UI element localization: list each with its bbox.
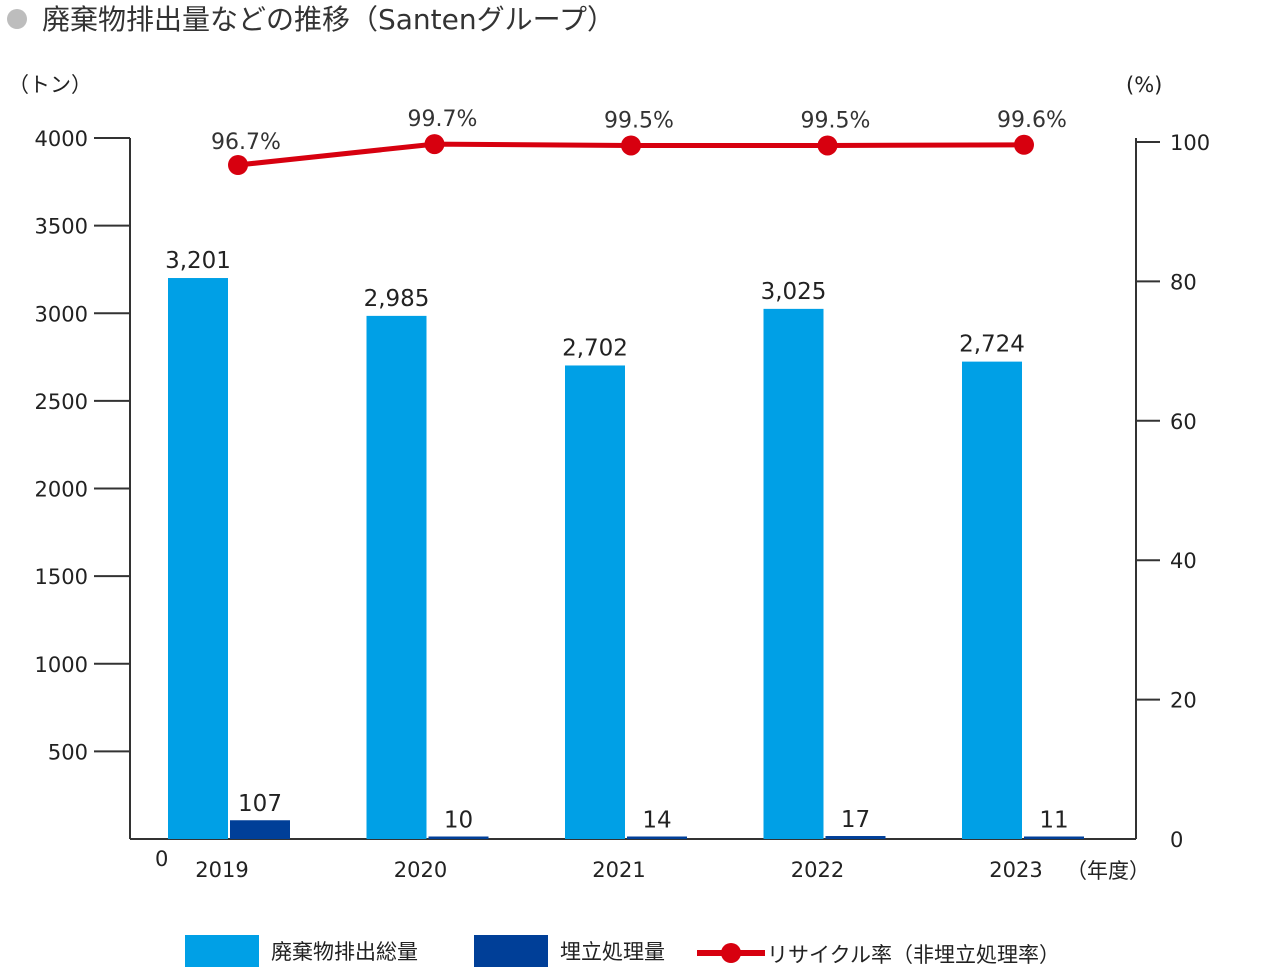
bars: 3,201 107 2019 2,985 10 2020 2,702 14 2021 3,025 1… bbox=[165, 248, 1084, 882]
right-tick-label: 20 bbox=[1170, 689, 1197, 713]
title-bullet bbox=[7, 9, 27, 29]
right-tick-label: 40 bbox=[1170, 549, 1197, 573]
left-axis-unit: （トン） bbox=[8, 73, 92, 97]
total-waste-bar bbox=[366, 315, 427, 839]
total-waste-bar bbox=[168, 278, 228, 839]
recycling-rate-label: 99.7% bbox=[408, 107, 478, 132]
recycling-rate-point bbox=[1014, 134, 1034, 155]
left-tick-label: 2500 bbox=[35, 390, 88, 414]
legend: 廃棄物排出総量 埋立処理量 リサイクル率（非埋立処理率） bbox=[185, 935, 1060, 967]
landfill-bar bbox=[428, 836, 489, 839]
chart-title-group: 廃棄物排出量などの推移（Santenグループ） bbox=[7, 3, 615, 36]
right-tick-label: 80 bbox=[1170, 270, 1197, 294]
legend-label: リサイクル率（非埋立処理率） bbox=[767, 943, 1060, 967]
left-tick-label: 4000 bbox=[35, 127, 88, 151]
x-category-label: 2023 bbox=[989, 858, 1042, 882]
landfill-value-label: 17 bbox=[841, 807, 870, 833]
legend-landfill-swatch bbox=[474, 935, 548, 967]
landfill-bar bbox=[825, 836, 886, 839]
left-tick-label: 3000 bbox=[35, 302, 88, 326]
landfill-value-label: 11 bbox=[1039, 808, 1068, 834]
total-waste-value-label: 2,724 bbox=[959, 332, 1025, 358]
zero-label: 0 bbox=[155, 847, 168, 871]
landfill-value-label: 10 bbox=[444, 808, 473, 834]
axes: 500 1000 1500 2000 2500 3000 3500 4000 0 20 40 60 80… bbox=[35, 127, 1211, 852]
recycling-rate-line: 96.7% 99.7% 99.5% 99.5% 99.6% bbox=[211, 107, 1067, 176]
total-waste-bar bbox=[962, 361, 1022, 839]
x-category-label: 2020 bbox=[394, 858, 447, 882]
x-category-label: 2022 bbox=[791, 858, 844, 882]
landfill-value-label: 107 bbox=[238, 791, 282, 817]
recycling-rate-label: 96.7% bbox=[211, 130, 281, 155]
total-waste-bar bbox=[565, 365, 625, 839]
legend-label: 埋立処理量 bbox=[560, 940, 665, 964]
recycling-rate-point bbox=[817, 135, 838, 156]
recycling-rate-label: 99.5% bbox=[604, 108, 674, 133]
left-tick-label: 2000 bbox=[35, 478, 88, 502]
landfill-value-label: 14 bbox=[642, 808, 671, 834]
right-tick-label: 60 bbox=[1170, 410, 1197, 434]
landfill-bar bbox=[627, 836, 687, 839]
chart-title: 廃棄物排出量などの推移（Santenグループ） bbox=[42, 3, 615, 36]
left-tick-label: 500 bbox=[48, 740, 88, 764]
total-waste-bar bbox=[763, 308, 824, 839]
legend-total-swatch bbox=[185, 935, 259, 967]
legend-rate-marker bbox=[721, 943, 741, 963]
landfill-bar bbox=[230, 820, 290, 839]
x-category-label: 2019 bbox=[195, 858, 248, 882]
left-tick-label: 1000 bbox=[35, 653, 88, 677]
landfill-bar bbox=[1024, 836, 1084, 839]
total-waste-value-label: 3,201 bbox=[165, 248, 231, 274]
right-tick-label: 0 bbox=[1170, 828, 1183, 852]
legend-label: 廃棄物排出総量 bbox=[271, 940, 418, 964]
left-tick-label: 1500 bbox=[35, 565, 88, 589]
recycling-rate-label: 99.5% bbox=[801, 108, 871, 133]
total-waste-value-label: 2,985 bbox=[364, 286, 430, 312]
recycling-rate-point bbox=[621, 135, 641, 156]
total-waste-value-label: 3,025 bbox=[761, 279, 827, 305]
total-waste-value-label: 2,702 bbox=[562, 335, 628, 361]
right-axis-unit: (%) bbox=[1126, 73, 1162, 97]
x-category-label: 2021 bbox=[592, 858, 645, 882]
x-axis-unit: （年度） bbox=[1066, 859, 1150, 883]
left-tick-label: 3500 bbox=[35, 215, 88, 239]
recycling-rate-point bbox=[424, 134, 445, 155]
recycling-rate-point bbox=[228, 155, 248, 176]
recycling-rate-label: 99.6% bbox=[997, 108, 1067, 133]
right-tick-label: 100 bbox=[1170, 131, 1210, 155]
